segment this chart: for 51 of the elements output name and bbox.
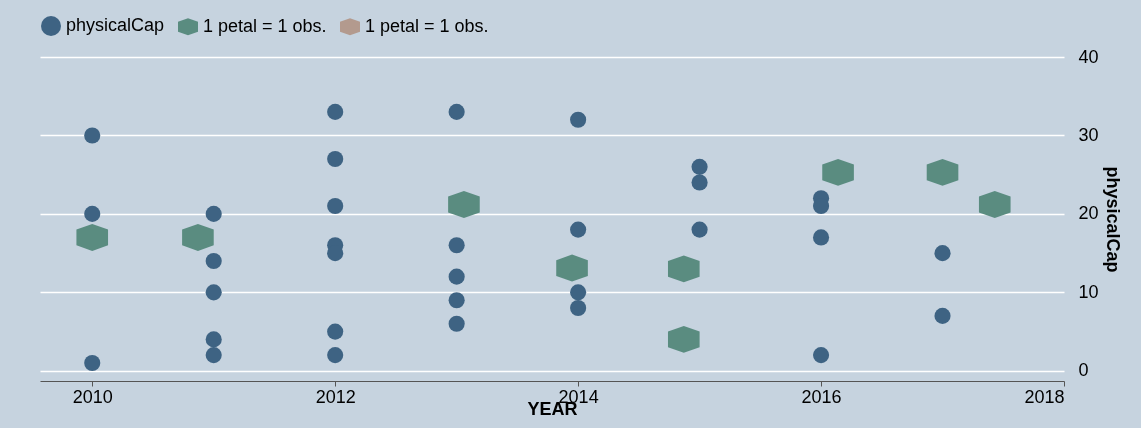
y-tick-label: 40 bbox=[1078, 46, 1099, 67]
point bbox=[570, 300, 587, 317]
point bbox=[934, 245, 951, 262]
point bbox=[84, 127, 101, 144]
y-tick-label: 20 bbox=[1078, 203, 1099, 224]
x-tick-label: 2018 bbox=[1024, 386, 1065, 407]
point bbox=[822, 158, 854, 186]
point bbox=[448, 191, 480, 218]
y-axis-title: physicalCap bbox=[1102, 166, 1123, 273]
point bbox=[205, 252, 222, 270]
point bbox=[691, 174, 708, 191]
point bbox=[327, 150, 344, 168]
point bbox=[570, 111, 587, 128]
point bbox=[84, 354, 101, 371]
point bbox=[76, 224, 109, 251]
point bbox=[327, 323, 344, 340]
point bbox=[205, 205, 222, 222]
point bbox=[934, 307, 951, 324]
point bbox=[813, 229, 830, 246]
x-tick-label: 2010 bbox=[72, 386, 113, 407]
y-tick-label: 0 bbox=[1078, 360, 1089, 381]
point bbox=[926, 158, 959, 186]
point bbox=[205, 331, 222, 348]
point bbox=[691, 158, 708, 175]
y-tick-label: 10 bbox=[1078, 281, 1099, 302]
x-tick-label: 2012 bbox=[315, 386, 356, 407]
point bbox=[327, 347, 344, 364]
point bbox=[570, 284, 587, 301]
point bbox=[667, 325, 700, 353]
point bbox=[84, 205, 101, 222]
point bbox=[205, 284, 222, 301]
point bbox=[570, 221, 587, 238]
y-tick-label: 30 bbox=[1078, 124, 1099, 145]
point bbox=[691, 221, 708, 238]
point bbox=[667, 255, 700, 283]
point bbox=[448, 103, 465, 120]
legend-label: 1 petal = 1 obs. bbox=[203, 15, 327, 36]
point bbox=[327, 103, 344, 120]
point bbox=[182, 224, 214, 251]
point bbox=[556, 254, 588, 282]
point bbox=[327, 198, 344, 215]
point bbox=[448, 315, 465, 332]
point bbox=[448, 292, 465, 309]
point bbox=[448, 237, 465, 254]
legend-label: 1 petal = 1 obs. bbox=[365, 15, 489, 36]
point bbox=[448, 268, 465, 285]
x-tick-label: 2016 bbox=[801, 386, 842, 407]
legend-label: physicalCap bbox=[66, 15, 165, 35]
point bbox=[205, 347, 222, 364]
point bbox=[978, 191, 1011, 218]
point bbox=[813, 347, 830, 364]
